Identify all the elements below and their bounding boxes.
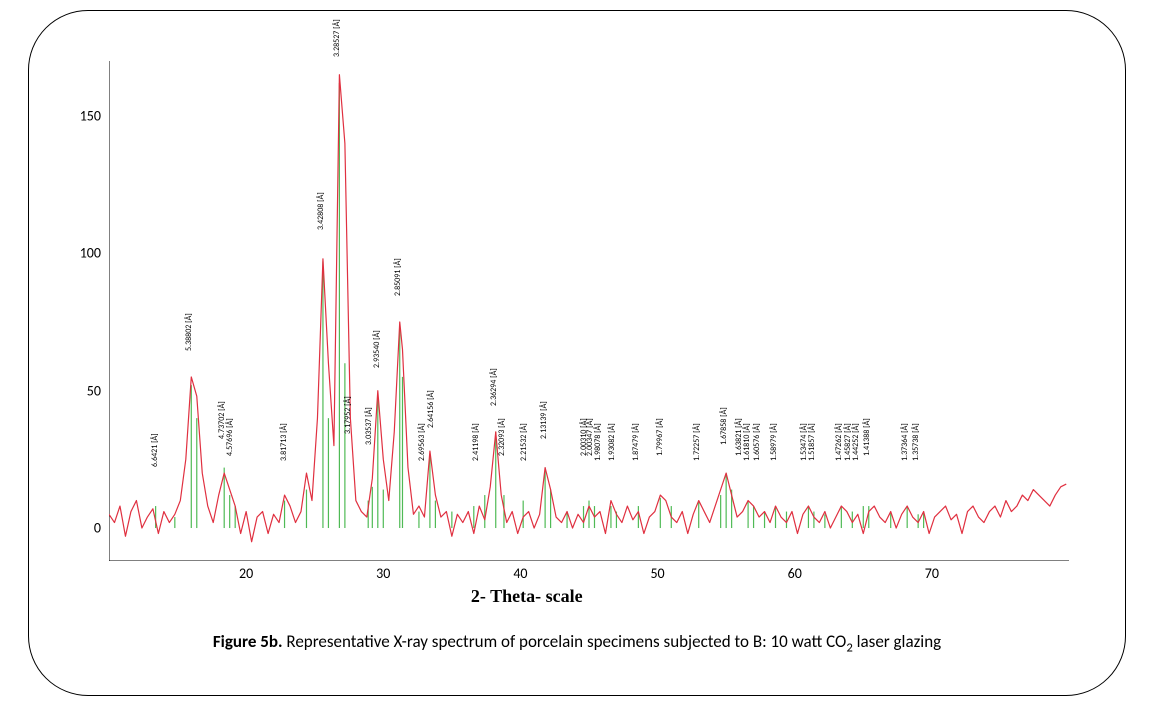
caption-text-b: laser glazing — [853, 631, 941, 652]
peak-label: 4.57696 [Å] — [225, 418, 235, 456]
y-tick-label: 150 — [80, 107, 109, 124]
figure-caption: Figure 5b. Representative X-ray spectrum… — [29, 631, 1125, 655]
peak-label: 1.72257 [Å] — [692, 423, 702, 461]
peak-label: 1.37364 [Å] — [900, 423, 910, 461]
peak-label: 2.69563 [Å] — [417, 423, 427, 461]
x-tick-label: 70 — [925, 561, 939, 582]
peak-label: 2.32093 [Å] — [497, 418, 507, 456]
peak-label: 2.21532 [Å] — [519, 423, 529, 461]
peak-label: 3.42808 [Å] — [316, 193, 326, 231]
peak-label: 2.36294 [Å] — [489, 368, 499, 406]
peak-label: 5.38802 [Å] — [184, 314, 194, 352]
x-tick-label: 60 — [788, 561, 802, 582]
peak-label: 2.93540 [Å] — [372, 330, 382, 368]
peak-label: 2.64156 [Å] — [426, 390, 436, 428]
peak-label: 1.58979 [Å] — [769, 423, 779, 461]
peak-label: 1.60576 [Å] — [752, 423, 762, 461]
peak-label: 2.13139 [Å] — [539, 401, 549, 439]
peak-label: 1.51857 [Å] — [807, 423, 817, 461]
y-tick-label: 0 — [94, 520, 109, 537]
x-tick-label: 40 — [513, 561, 527, 582]
peak-label: 1.35738 [Å] — [911, 423, 921, 461]
peak-label: 1.93082 [Å] — [607, 423, 617, 461]
y-tick-label: 50 — [87, 382, 109, 399]
caption-text-a: Representative X-ray spectrum of porcela… — [283, 631, 847, 652]
caption-label: Figure 5b. — [213, 631, 283, 652]
peak-label: 3.17952 [Å] — [343, 396, 353, 434]
xrd-svg — [109, 61, 1069, 561]
x-tick-label: 30 — [376, 561, 390, 582]
peak-label: 3.81713 [Å] — [279, 423, 289, 461]
peak-label: 1.87479 [Å] — [631, 423, 641, 461]
peak-label: 3.28527 [Å] — [332, 20, 342, 58]
x-axis-title: 2- Theta- scale — [471, 586, 583, 607]
peak-label: 2.41198 [Å] — [471, 423, 481, 461]
peak-label: 6.6421 [Å] — [150, 433, 160, 467]
peak-label: 1.61810 [Å] — [742, 423, 752, 461]
peak-label: 1.98078 [Å] — [593, 423, 603, 461]
figure-frame: 0 50 100 150 20 30 40 50 60 70 6.6421 [Å] 5.38802… — [28, 10, 1126, 696]
xrd-plot: 050100150 203040506070 6.6421 [Å]5.38802… — [109, 61, 1069, 561]
peak-label: 1.44252 [Å] — [851, 423, 861, 461]
peak-label: 2.85091 [Å] — [393, 259, 403, 297]
peak-label: 1.67858 [Å] — [719, 407, 729, 445]
peak-label: 1.41388 [Å] — [862, 418, 872, 456]
x-tick-label: 20 — [239, 561, 253, 582]
x-tick-label: 50 — [650, 561, 664, 582]
y-tick-label: 100 — [80, 245, 109, 262]
peak-label: 3.03537 [Å] — [364, 407, 374, 445]
peak-label: 1.79967 [Å] — [655, 418, 665, 456]
